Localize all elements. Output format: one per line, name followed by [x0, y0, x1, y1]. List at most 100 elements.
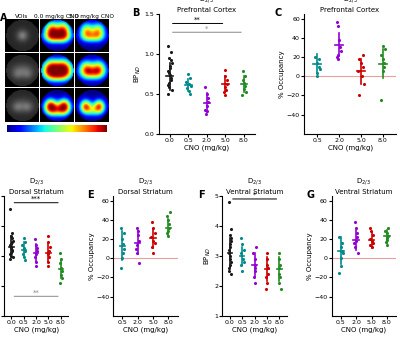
X-axis label: CNO (mg/kg): CNO (mg/kg) — [123, 326, 168, 333]
Point — [222, 74, 228, 79]
Point — [187, 91, 194, 96]
Point — [187, 75, 194, 81]
Point — [382, 46, 388, 52]
Point — [168, 75, 174, 81]
Point — [166, 66, 173, 71]
Point — [334, 19, 340, 24]
Point — [250, 250, 257, 256]
Y-axis label: BP$_{ND}$: BP$_{ND}$ — [203, 247, 213, 265]
Point — [222, 67, 228, 73]
Point — [252, 265, 258, 271]
Point — [380, 43, 386, 48]
Point — [164, 43, 171, 49]
Y-axis label: BP$_{ND}$: BP$_{ND}$ — [133, 65, 143, 83]
Point — [185, 71, 191, 77]
Point — [57, 261, 64, 266]
Point — [227, 253, 233, 259]
Point — [360, 52, 366, 58]
Point — [228, 238, 235, 244]
Point — [265, 271, 271, 277]
Point — [166, 221, 172, 227]
Point — [184, 85, 190, 91]
Point — [183, 79, 189, 85]
Point — [384, 237, 390, 243]
Y-axis label: % Occupancy: % Occupancy — [280, 50, 286, 98]
Point — [165, 234, 172, 239]
Point — [263, 286, 270, 291]
Point — [8, 253, 14, 259]
Point — [59, 276, 65, 281]
Point — [380, 69, 386, 74]
Text: *: * — [205, 25, 208, 32]
Point — [314, 60, 320, 66]
Point — [19, 243, 26, 248]
Point — [225, 265, 232, 271]
Point — [227, 256, 234, 262]
Text: 3: 3 — [103, 117, 106, 122]
Point — [204, 99, 211, 104]
Point — [133, 246, 139, 252]
Point — [264, 280, 270, 286]
Text: ***: *** — [31, 196, 41, 202]
Point — [384, 230, 390, 236]
Point — [384, 242, 390, 248]
Point — [34, 248, 40, 254]
Point — [264, 256, 270, 262]
Point — [202, 107, 209, 112]
Point — [21, 255, 27, 260]
Text: G: G — [306, 190, 314, 200]
Point — [168, 49, 174, 55]
X-axis label: CNO (mg/kg): CNO (mg/kg) — [328, 144, 373, 151]
Point — [33, 252, 39, 257]
Point — [32, 264, 39, 269]
Point — [119, 251, 126, 256]
Point — [167, 210, 173, 215]
Point — [352, 244, 358, 249]
Point — [57, 250, 64, 256]
Point — [165, 91, 172, 96]
Text: B: B — [132, 8, 139, 18]
Point — [135, 232, 142, 238]
Point — [119, 236, 125, 242]
Point — [7, 243, 13, 248]
Point — [166, 70, 172, 76]
Text: **: ** — [33, 289, 40, 296]
Text: 0: 0 — [7, 117, 11, 122]
Point — [240, 77, 246, 83]
Point — [370, 240, 376, 246]
Point — [226, 268, 232, 274]
Title: D$_{2/3}$
Prefrontal Cortex: D$_{2/3}$ Prefrontal Cortex — [320, 0, 380, 13]
Point — [378, 98, 384, 103]
Point — [204, 109, 210, 114]
Point — [263, 262, 270, 268]
Point — [224, 77, 230, 83]
Text: 0.0 mg/kg CNO: 0.0 mg/kg CNO — [34, 15, 79, 19]
Point — [121, 246, 128, 252]
Point — [243, 90, 249, 95]
Point — [118, 265, 124, 271]
Point — [166, 55, 173, 61]
Point — [119, 255, 126, 261]
X-axis label: CNO (mg/kg): CNO (mg/kg) — [232, 326, 277, 333]
Point — [150, 250, 156, 255]
Point — [366, 236, 373, 242]
Text: A: A — [0, 13, 7, 23]
Point — [166, 80, 172, 85]
Point — [8, 241, 15, 247]
Point — [276, 250, 282, 256]
Point — [21, 246, 27, 251]
Point — [385, 225, 392, 230]
Point — [358, 74, 365, 79]
Point — [136, 238, 142, 244]
Point — [44, 259, 51, 265]
Point — [370, 232, 376, 238]
Point — [136, 260, 142, 266]
Point — [338, 263, 344, 269]
Point — [240, 86, 247, 92]
Point — [238, 262, 244, 268]
Point — [10, 238, 16, 244]
Point — [20, 252, 26, 257]
Point — [276, 271, 282, 277]
Point — [205, 95, 211, 101]
Point — [134, 229, 141, 234]
